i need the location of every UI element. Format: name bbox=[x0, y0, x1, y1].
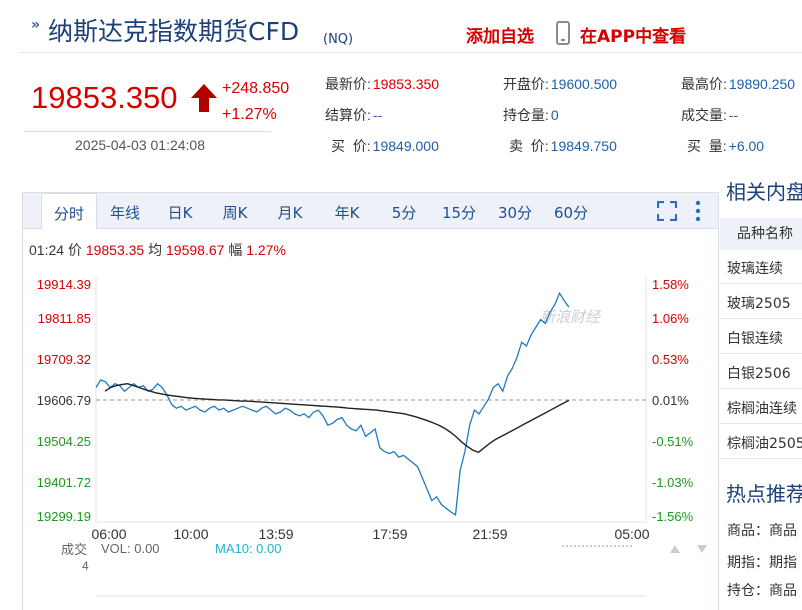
tab-15min[interactable]: 15分 bbox=[441, 204, 477, 222]
page-header: » 纳斯达克指数期货CFD (NQ) 添加自选 在APP中查看 bbox=[0, 0, 802, 52]
price-change: +248.850 bbox=[222, 80, 290, 97]
stat-latest: 最新价: 19853.350 bbox=[325, 76, 440, 92]
pct-tick-label: -1.03% bbox=[652, 475, 694, 490]
y-tick-label: 19709.32 bbox=[37, 352, 91, 367]
y-tick-label: 19299.19 bbox=[37, 509, 91, 524]
tab-year-line[interactable]: 年线 bbox=[109, 204, 140, 222]
pct-tick-label: 1.58% bbox=[652, 277, 689, 292]
related-sidebar: 相关内盘 品种名称 玻璃连续 玻璃2505 白银连续 白银2506 棕榈油连续 … bbox=[720, 172, 802, 610]
stat-volume: 成交量: -- bbox=[681, 107, 739, 123]
scroll-up-icon[interactable] bbox=[670, 545, 680, 553]
tab-daily-k[interactable]: 日K bbox=[167, 204, 193, 222]
divider bbox=[720, 388, 802, 389]
y-tick-label: 19504.25 bbox=[37, 434, 91, 449]
page-title: 纳斯达克指数期货CFD bbox=[48, 17, 300, 46]
pct-tick-label: -0.51% bbox=[652, 434, 694, 449]
divider bbox=[720, 353, 802, 354]
watermark-text: 新浪财经 bbox=[540, 308, 602, 326]
vol-readout: VOL: 0.00 bbox=[101, 541, 160, 556]
tab-30min[interactable]: 30分 bbox=[497, 204, 533, 222]
symbol-code: (NQ) bbox=[323, 32, 354, 47]
ma10-readout: MA10: 0.00 bbox=[215, 541, 282, 556]
hot-recommend-title: 热点推荐 bbox=[726, 482, 802, 506]
stat-high: 最高价: 19890.250 bbox=[681, 76, 796, 92]
pct-tick-label: 1.06% bbox=[652, 311, 689, 326]
add-watchlist-button[interactable]: 添加自选 bbox=[466, 27, 534, 47]
y-tick-label: 19914.39 bbox=[37, 277, 91, 292]
related-item[interactable]: 玻璃2505 bbox=[727, 296, 791, 312]
x-tick-label: 05:00 bbox=[614, 526, 649, 542]
fullscreen-icon[interactable] bbox=[657, 201, 677, 221]
x-tick-label: 10:00 bbox=[173, 526, 208, 542]
volume-label: 成交 bbox=[61, 542, 87, 558]
tab-60min[interactable]: 60分 bbox=[553, 204, 589, 222]
price-series-line bbox=[95, 291, 570, 517]
x-tick-label: 06:00 bbox=[91, 526, 126, 542]
intraday-chart[interactable]: 19914.39 19811.85 19709.32 19606.79 19504.25… bbox=[0, 0, 720, 610]
divider bbox=[720, 423, 802, 424]
scroll-down-icon[interactable] bbox=[697, 545, 707, 553]
x-tick-label: 17:59 bbox=[372, 526, 407, 542]
related-column-header: 品种名称 bbox=[720, 218, 802, 250]
header-divider bbox=[20, 52, 802, 53]
view-in-app-button[interactable]: 在APP中查看 bbox=[580, 27, 687, 47]
x-tick-label: 21:59 bbox=[472, 526, 507, 542]
double-chevron-icon: » bbox=[31, 17, 41, 33]
related-item[interactable]: 棕榈油连续 bbox=[727, 401, 797, 417]
related-item[interactable]: 棕榈油2505 bbox=[727, 436, 802, 452]
x-tick-label: 13:59 bbox=[258, 526, 293, 542]
hot-item[interactable]: 期指：期指 bbox=[727, 555, 797, 571]
average-series-line bbox=[104, 382, 570, 454]
divider bbox=[720, 283, 802, 284]
hot-item[interactable]: 持仓：商品 bbox=[727, 583, 797, 599]
divider bbox=[720, 458, 802, 459]
current-price: 19853.350 bbox=[31, 80, 178, 115]
divider bbox=[720, 318, 802, 319]
tab-yearly-k[interactable]: 年K bbox=[334, 204, 360, 222]
quote-timestamp: 2025-04-03 01:24:08 bbox=[75, 137, 205, 153]
stat-ask: 卖 价: 19849.750 bbox=[509, 138, 617, 154]
price-change-percent: +1.27% bbox=[222, 106, 277, 123]
y-tick-label: 19811.85 bbox=[38, 311, 91, 326]
related-title: 相关内盘 bbox=[726, 180, 802, 204]
tab-weekly-k[interactable]: 周K bbox=[222, 204, 248, 222]
y-tick-label: 19401.72 bbox=[37, 475, 91, 490]
chart-panel: 分时 年线 日K 周K 月K 年K 5分 15分 30分 60分 01:24 价… bbox=[22, 192, 719, 610]
tab-intraday[interactable]: 分时 bbox=[41, 193, 97, 230]
related-item[interactable]: 玻璃连续 bbox=[727, 261, 783, 277]
pct-tick-label: 0.53% bbox=[652, 352, 689, 367]
stat-bid-size: 买 量: +6.00 bbox=[687, 138, 765, 154]
tab-5min[interactable]: 5分 bbox=[391, 204, 417, 222]
hot-item[interactable]: 商品：商品 bbox=[727, 523, 797, 539]
stat-bid: 买 价: 19849.000 bbox=[331, 138, 439, 154]
related-item[interactable]: 白银连续 bbox=[727, 331, 783, 347]
pct-tick-label: 0.01% bbox=[652, 393, 689, 408]
related-item[interactable]: 白银2506 bbox=[727, 366, 791, 382]
volume-sub-label: 4 bbox=[82, 559, 89, 573]
up-arrow-icon bbox=[191, 84, 217, 112]
y-tick-label: 19606.79 bbox=[37, 393, 91, 408]
stat-settle: 结算价: -- bbox=[325, 107, 383, 123]
phone-icon[interactable] bbox=[556, 21, 570, 45]
period-tabs: 分时 年线 日K 周K 月K 年K 5分 15分 30分 60分 bbox=[23, 193, 718, 230]
crosshair-info: 01:24 价 19853.35 均 19598.67 幅 1.27% bbox=[29, 242, 286, 258]
tab-monthly-k[interactable]: 月K bbox=[277, 204, 303, 222]
quote-divider bbox=[24, 131, 271, 132]
stat-open-interest: 持仓量: 0 bbox=[503, 107, 559, 123]
pct-tick-label: -1.56% bbox=[652, 509, 694, 524]
stat-open: 开盘价: 19600.500 bbox=[503, 76, 618, 92]
more-options-icon[interactable] bbox=[695, 200, 701, 222]
